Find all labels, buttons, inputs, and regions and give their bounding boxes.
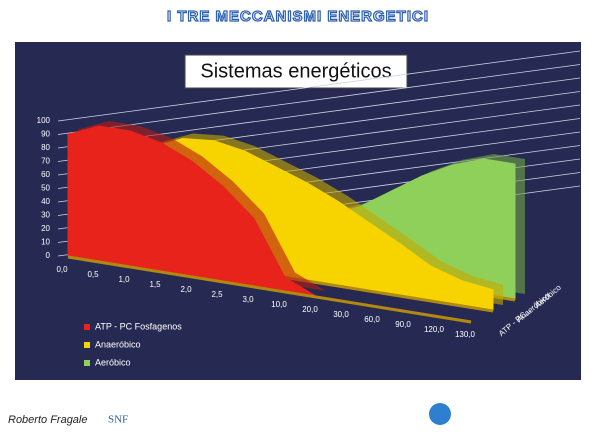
x-tick-label: 20,0	[302, 305, 318, 314]
y-tick-label: 0	[46, 251, 51, 260]
y-tick-label: 80	[41, 143, 50, 152]
x-tick-label: 0,5	[87, 270, 99, 279]
x-tick-label: 0,0	[56, 265, 68, 274]
x-tick-label: 10,0	[271, 300, 287, 309]
y-tick-label: 50	[41, 184, 50, 193]
footer-author: Roberto Fragale	[8, 414, 88, 426]
x-tick-label: 3,0	[242, 295, 254, 304]
footer-logo: SNF	[108, 414, 128, 426]
legend-swatch	[84, 360, 90, 366]
legend-label: ATP - PC Fosfagenos	[95, 321, 182, 331]
x-tick-label: 1,0	[118, 275, 130, 284]
y-tick-label: 40	[41, 197, 50, 206]
y-tick-label: 10	[41, 238, 50, 247]
legend-swatch	[84, 324, 90, 330]
legend-label: Anaeróbico	[95, 339, 141, 349]
y-tick-label: 70	[41, 157, 50, 166]
x-tick-label: 60,0	[364, 315, 380, 324]
y-tick-label: 90	[41, 130, 50, 139]
x-tick-label: 30,0	[333, 310, 349, 319]
x-tick-label: 1,5	[149, 280, 161, 289]
y-tick-label: 20	[41, 224, 50, 233]
x-tick-label: 130,0	[455, 330, 476, 339]
x-tick-label: 2,0	[180, 285, 192, 294]
chart-title: Sistemas energéticos	[200, 60, 391, 82]
page: I TRE MECCANISMI ENERGETICI Sistemas ene…	[0, 0, 597, 432]
x-tick-label: 120,0	[424, 325, 445, 334]
legend-swatch	[84, 342, 90, 348]
header-title: I TRE MECCANISMI ENERGETICI	[167, 8, 429, 25]
x-tick-label: 2,5	[211, 290, 223, 299]
badge-logo	[429, 403, 451, 425]
y-tick-label: 100	[37, 116, 51, 125]
y-tick-label: 30	[41, 211, 50, 220]
y-tick-label: 60	[41, 170, 50, 179]
x-tick-label: 90,0	[395, 320, 411, 329]
legend-label: Aeróbico	[95, 357, 131, 367]
